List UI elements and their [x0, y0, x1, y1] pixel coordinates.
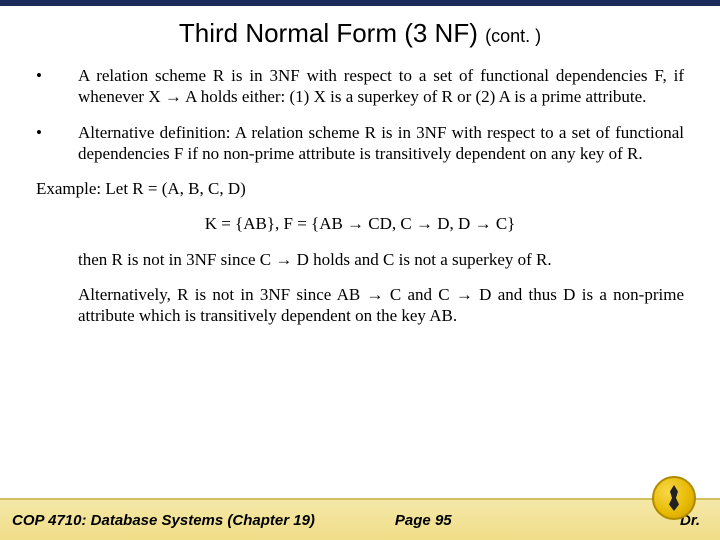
bullet-marker: • [36, 65, 78, 108]
bullet-text: Alternative definition: A relation schem… [78, 122, 684, 165]
slide-title: Third Normal Form (3 NF) (cont. ) [36, 18, 684, 49]
example-block: Example: Let R = (A, B, C, D) K = {AB}, … [36, 178, 684, 326]
bullet-marker: • [36, 122, 78, 165]
slide-footer: COP 4710: Database Systems (Chapter 19) … [0, 498, 720, 540]
footer-course: COP 4710: Database Systems (Chapter 19) [12, 512, 315, 529]
slide-body: Third Normal Form (3 NF) (cont. ) • A re… [0, 6, 720, 326]
ucf-logo-icon [652, 476, 696, 520]
pegasus-icon [664, 485, 684, 511]
title-cont: (cont. ) [485, 26, 541, 46]
bullet-item: • Alternative definition: A relation sch… [36, 122, 684, 165]
body-text: • A relation scheme R is in 3NF with res… [36, 65, 684, 326]
bullet-text: A relation scheme R is in 3NF with respe… [78, 65, 684, 108]
example-conclusion: then R is not in 3NF since C → D holds a… [36, 249, 684, 270]
footer-page: Page 95 [395, 512, 452, 529]
bullet-item: • A relation scheme R is in 3NF with res… [36, 65, 684, 108]
title-main: Third Normal Form (3 NF) [179, 18, 478, 48]
example-formula: K = {AB}, F = {AB → CD, C → D, D → C} [36, 213, 684, 234]
example-intro: Example: Let R = (A, B, C, D) [36, 178, 684, 199]
example-conclusion: Alternatively, R is not in 3NF since AB … [36, 284, 684, 327]
